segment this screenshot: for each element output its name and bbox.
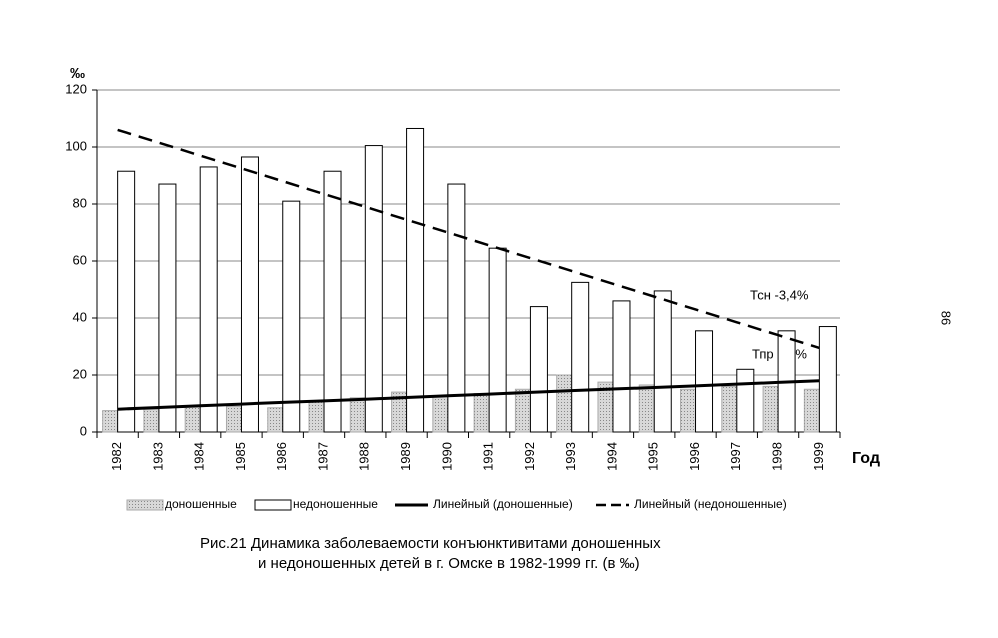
bar-texture [804, 389, 820, 432]
x-tick-label: 1987 [315, 442, 330, 471]
y-tick-label: 100 [65, 138, 87, 153]
bar-texture [680, 389, 696, 432]
bar [158, 183, 177, 433]
y-tick-label: 80 [73, 195, 87, 210]
bar [117, 170, 136, 433]
caption: и недоношенных детей в г. Омске в 1982-1… [258, 555, 640, 572]
x-tick-label: 1998 [770, 442, 785, 471]
x-tick-label: 1997 [728, 442, 743, 471]
y-tick-label: 40 [73, 309, 87, 324]
bar-texture [474, 393, 490, 432]
bar-texture [226, 406, 242, 432]
legend-swatch [254, 499, 292, 511]
bar [323, 170, 342, 433]
bar [364, 145, 383, 433]
bar [447, 183, 466, 433]
annotation: Тсн -3,4% [750, 287, 809, 302]
bar-texture [391, 392, 407, 432]
x-tick-label: 1982 [109, 442, 124, 471]
bar [818, 326, 837, 433]
x-axis-label: Год [852, 450, 880, 467]
bar [612, 300, 631, 433]
legend-label: Линейный (доношенные) [433, 497, 573, 511]
x-tick-label: 1991 [481, 442, 496, 471]
bar-texture [267, 407, 283, 432]
x-tick-label: 1995 [646, 442, 661, 471]
x-tick-label: 1985 [233, 442, 248, 471]
legend-label: Линейный (недоношенные) [634, 497, 787, 511]
bar [199, 166, 218, 433]
bar [653, 290, 672, 433]
x-tick-label: 1990 [439, 442, 454, 471]
bar-texture [432, 396, 448, 432]
bar-texture [597, 382, 613, 432]
legend-label: недоношенные [293, 497, 378, 511]
x-tick-label: 1994 [604, 442, 619, 471]
bar-texture [350, 397, 366, 432]
trend-line [117, 128, 820, 350]
y-tick-label: 0 [80, 423, 87, 438]
bar [488, 247, 507, 433]
legend-label: доношенные [165, 497, 237, 511]
bar-texture [556, 375, 572, 432]
bar-texture [763, 386, 779, 432]
x-tick-label: 1986 [274, 442, 289, 471]
bar [529, 306, 548, 433]
x-tick-label: 1983 [150, 442, 165, 471]
x-tick-label: 1996 [687, 442, 702, 471]
y-tick-label: 120 [65, 81, 87, 96]
bar-texture [639, 384, 655, 432]
y-tick-label: 20 [73, 366, 87, 381]
x-tick-label: 1984 [192, 442, 207, 471]
bar [240, 156, 259, 433]
bar-texture [515, 389, 531, 432]
bar [406, 127, 425, 433]
page-number: 86 [939, 311, 954, 325]
bar [571, 281, 590, 433]
caption: Рис.21 Динамика заболеваемости конъюнкти… [200, 535, 661, 552]
x-tick-label: 1989 [398, 442, 413, 471]
bar-texture [185, 406, 201, 432]
bar [695, 330, 714, 433]
bar [736, 368, 755, 433]
x-tick-label: 1988 [357, 442, 372, 471]
bar [282, 200, 301, 433]
x-tick-label: 1999 [811, 442, 826, 471]
x-tick-label: 1992 [522, 442, 537, 471]
x-tick-label: 1993 [563, 442, 578, 471]
trend-line [117, 379, 820, 411]
legend-texture [127, 500, 163, 510]
bar-texture [721, 386, 737, 432]
y-axis-label: ‰ [70, 65, 85, 82]
bar-texture [102, 410, 118, 432]
bar-texture [143, 409, 159, 432]
bar-texture [309, 402, 325, 432]
y-tick-label: 60 [73, 252, 87, 267]
